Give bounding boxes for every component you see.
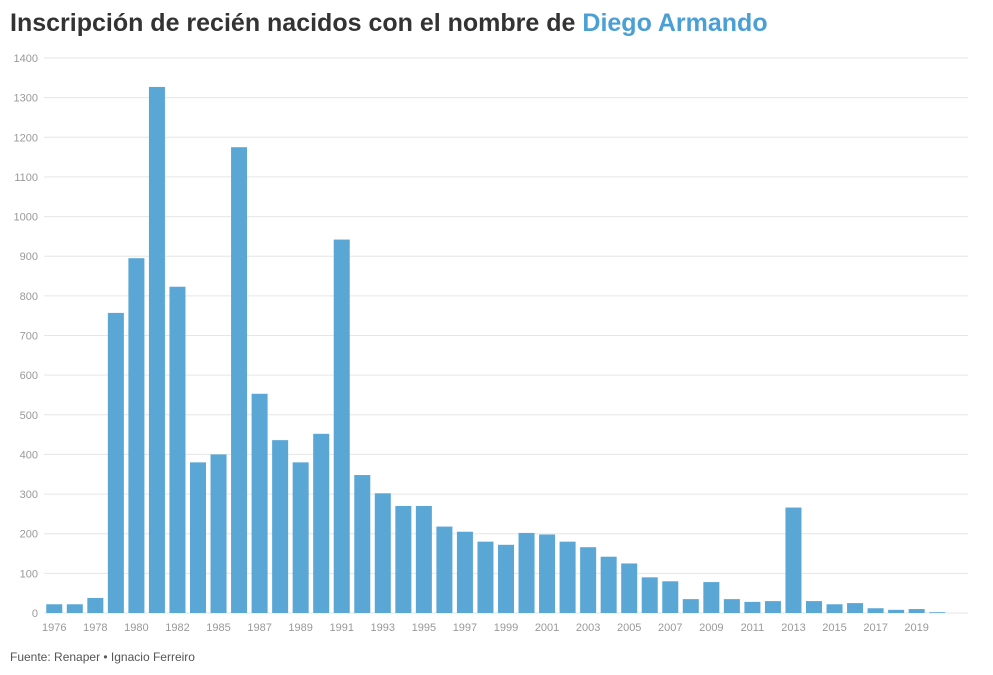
bar-1979[interactable] [107,312,124,613]
bar-2006[interactable] [662,581,679,613]
gridlines [44,57,968,614]
x-tick-label: 2015 [822,622,846,634]
x-tick-label: 1989 [288,622,312,634]
x-tick-label: 1985 [206,622,230,634]
y-tick-label: 1000 [14,212,38,224]
bar-2015[interactable] [847,603,864,613]
bar-2016[interactable] [867,608,884,613]
bar-1993[interactable] [395,505,412,613]
bar-2005[interactable] [641,577,658,613]
source-note: Fuente: Renaper • Ignacio Ferreiro [10,650,195,664]
bar-2000[interactable] [539,534,556,613]
bar-1992[interactable] [374,493,391,613]
x-tick-label: 1999 [494,622,518,634]
y-tick-label: 300 [20,489,38,501]
x-tick-label: 2003 [576,622,600,634]
x-tick-label: 1991 [329,622,353,634]
x-tick-label: 2011 [741,622,765,634]
bar-1998[interactable] [497,544,515,613]
x-tick-label: 1993 [371,622,395,634]
bar-2008[interactable] [703,582,720,613]
y-tick-label: 600 [20,370,38,382]
y-tick-label: 400 [20,449,38,461]
bar-1990[interactable] [333,239,350,614]
bar-1997[interactable] [477,541,494,613]
bar-1985[interactable] [231,147,248,614]
bar-2001[interactable] [559,541,576,613]
x-tick-label: 2013 [781,622,805,634]
bar-2019[interactable] [929,612,946,613]
bar-2009[interactable] [723,599,740,613]
bar-1999[interactable] [518,532,535,613]
bar-1984[interactable] [210,454,227,613]
bar-1978[interactable] [87,597,104,613]
bar-1989[interactable] [313,433,330,613]
y-tick-label: 500 [20,410,38,422]
x-tick-label: 2007 [658,622,682,634]
bar-2004[interactable] [621,563,638,613]
x-tick-label: 1976 [42,622,66,634]
bar-2011[interactable] [764,601,781,613]
y-tick-label: 1400 [14,53,38,65]
y-tick-label: 1100 [14,172,38,184]
x-tick-label: 2009 [699,622,723,634]
bar-1991[interactable] [354,475,371,613]
bar-2002[interactable] [580,547,597,613]
bar-2017[interactable] [888,609,905,613]
bar-1983[interactable] [189,462,207,613]
bar-1986[interactable] [251,393,268,613]
x-axis: 1976 1978 1980 1982 1985 1987 1989 1991 1993 1995… [42,622,929,634]
y-axis: 0 100 200 300 400 500 600 700 800 900 1000 1100 1200… [14,53,38,620]
x-tick-label: 1982 [165,622,189,634]
x-tick-label: 1980 [124,622,148,634]
x-tick-label: 2019 [904,622,928,634]
bar-1995[interactable] [436,526,453,613]
bar-2013[interactable] [805,601,823,613]
y-tick-label: 900 [20,251,38,263]
y-tick-label: 800 [20,291,38,303]
bar-1976[interactable] [46,604,63,613]
y-tick-label: 0 [32,608,38,620]
bar-1994[interactable] [415,505,432,613]
bar-2012[interactable] [785,507,802,613]
bar-2003[interactable] [600,556,617,613]
bar-1982[interactable] [169,286,186,613]
bar-1981[interactable] [148,86,165,614]
chart-title: Inscripción de recién nacidos con el nom… [10,9,768,38]
chart-title-highlight: Diego Armando [582,9,768,37]
x-tick-label: 2005 [617,622,641,634]
y-tick-label: 700 [20,331,38,343]
y-tick-label: 1200 [14,132,38,144]
y-tick-label: 200 [20,529,38,541]
bar-2010[interactable] [744,601,761,613]
chart-title-prefix: Inscripción de recién nacidos con el nom… [10,9,576,37]
y-tick-label: 100 [20,568,38,580]
bar-1988[interactable] [292,462,309,613]
bar-2007[interactable] [682,599,699,613]
bar-2018[interactable] [908,609,925,613]
bars [46,86,946,614]
x-tick-label: 1997 [453,622,477,634]
bar-2014[interactable] [826,604,843,613]
bar-1977[interactable] [66,604,83,613]
y-tick-label: 1300 [14,93,38,105]
x-tick-label: 1987 [247,622,271,634]
bar-1987[interactable] [272,440,289,613]
x-tick-label: 2017 [863,622,887,634]
bar-1996[interactable] [456,531,473,613]
x-tick-label: 2001 [535,622,559,634]
x-tick-label: 1978 [83,622,107,634]
bar-1980[interactable] [128,258,145,613]
x-tick-label: 1995 [412,622,436,634]
